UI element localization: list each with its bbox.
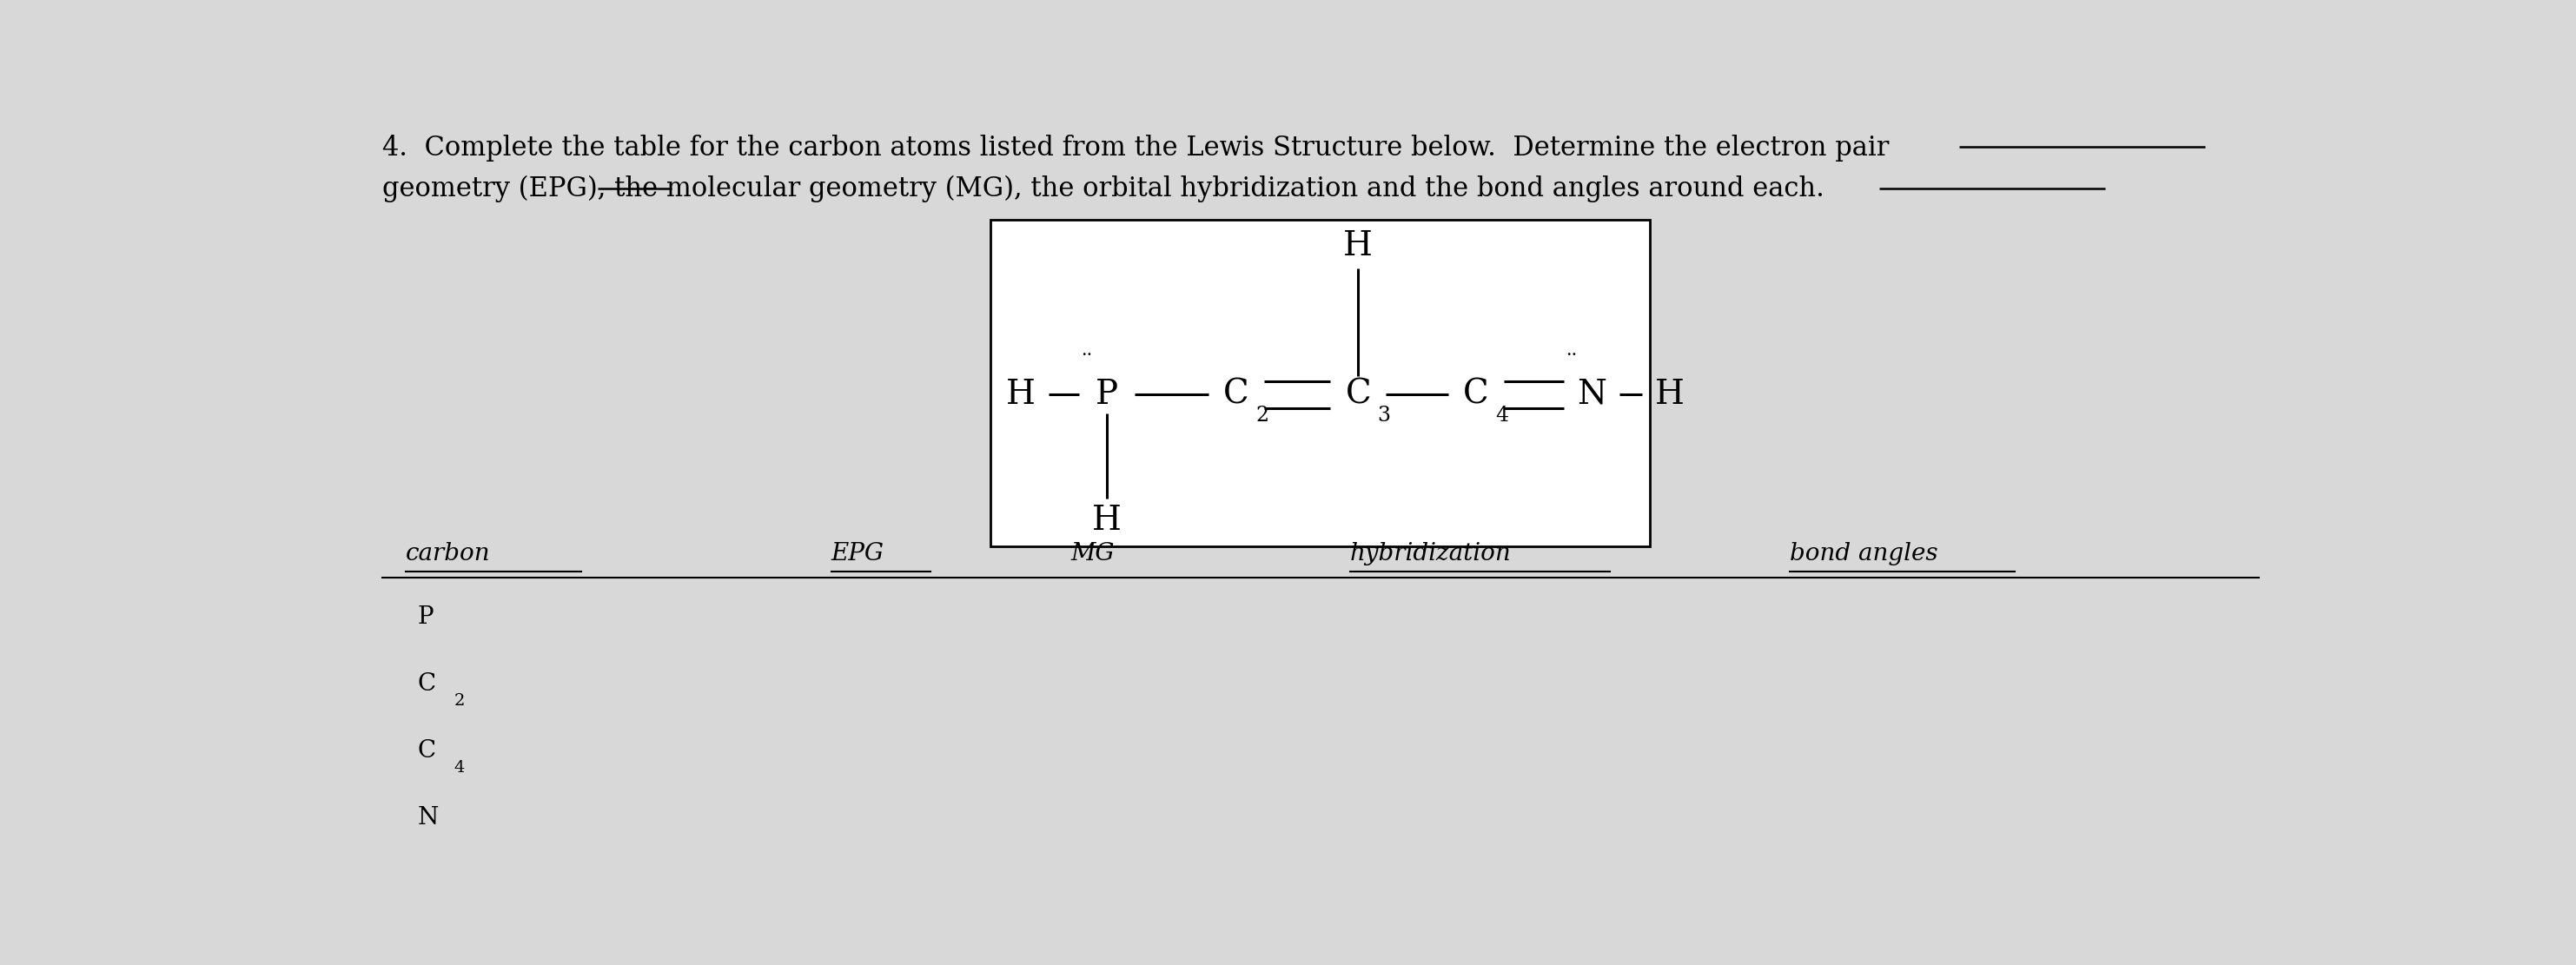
Text: H: H	[1092, 505, 1121, 537]
Text: 2: 2	[453, 693, 464, 708]
Bar	[992, 220, 1649, 547]
Text: 4.  Complete the table for the carbon atoms listed from the Lewis Structure belo: 4. Complete the table for the carbon ato…	[381, 134, 1888, 161]
Text: C: C	[1224, 378, 1249, 410]
Text: MG: MG	[1072, 542, 1115, 565]
Text: 2: 2	[1255, 405, 1270, 426]
Text: hybridization: hybridization	[1350, 542, 1512, 565]
Text: ··: ··	[1082, 347, 1092, 364]
Text: 4: 4	[453, 759, 464, 775]
Text: carbon: carbon	[407, 542, 489, 565]
Text: C: C	[1345, 378, 1370, 410]
Text: geometry (EPG), the molecular geometry (MG), the orbital hybridization and the b: geometry (EPG), the molecular geometry (…	[381, 176, 1824, 203]
Text: C: C	[417, 739, 435, 763]
Text: P: P	[417, 606, 433, 629]
Text: bond angles: bond angles	[1790, 542, 1937, 565]
Text: H: H	[1345, 230, 1373, 262]
Text: N: N	[417, 806, 438, 830]
Text: ··: ··	[1566, 347, 1577, 364]
Text: C: C	[417, 673, 435, 696]
Text: C: C	[1463, 378, 1489, 410]
Text: H: H	[1654, 378, 1685, 410]
Text: P: P	[1095, 378, 1118, 410]
Text: EPG: EPG	[832, 542, 884, 565]
Text: 4: 4	[1494, 405, 1510, 426]
Text: N: N	[1577, 378, 1607, 410]
Text: 3: 3	[1378, 405, 1391, 426]
Text: H: H	[1007, 378, 1036, 410]
